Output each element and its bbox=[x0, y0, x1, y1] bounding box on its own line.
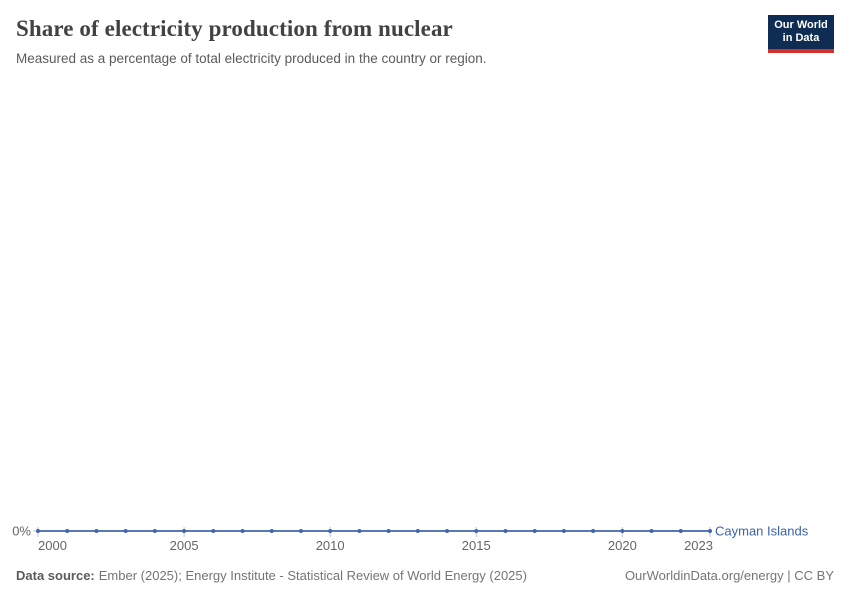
x-axis-label: 2023 bbox=[684, 538, 713, 553]
data-point bbox=[532, 529, 537, 533]
entity-label[interactable]: Cayman Islands bbox=[715, 524, 809, 539]
data-point bbox=[386, 529, 391, 533]
data-point bbox=[503, 529, 508, 533]
y-axis-label: 0% bbox=[12, 524, 31, 539]
data-point bbox=[240, 529, 245, 533]
x-axis-label: 2000 bbox=[38, 538, 67, 553]
x-axis-label: 2015 bbox=[462, 538, 491, 553]
data-point bbox=[708, 529, 712, 533]
data-source-text: Ember (2025); Energy Institute - Statist… bbox=[98, 568, 527, 583]
data-point bbox=[591, 529, 596, 533]
data-source-note: Data source: Ember (2025); Energy Institu… bbox=[16, 568, 527, 583]
data-source-label: Data source: bbox=[16, 568, 95, 583]
data-point bbox=[620, 529, 625, 533]
data-point bbox=[123, 529, 128, 533]
data-point bbox=[182, 529, 187, 533]
data-point bbox=[474, 529, 479, 533]
data-point bbox=[445, 529, 450, 533]
owid-logo: Our World in Data bbox=[768, 15, 834, 53]
owid-logo-line2: in Data bbox=[782, 32, 820, 44]
data-point bbox=[678, 529, 683, 533]
page-subtitle: Measured as a percentage of total electr… bbox=[16, 51, 487, 66]
x-axis-label: 2020 bbox=[608, 538, 637, 553]
data-point bbox=[415, 529, 420, 533]
x-axis-label: 2005 bbox=[170, 538, 199, 553]
data-point bbox=[561, 529, 566, 533]
data-point bbox=[357, 529, 362, 533]
data-point bbox=[328, 529, 333, 533]
x-axis-label: 2010 bbox=[316, 538, 345, 553]
owid-logo-line1: Our World bbox=[774, 19, 828, 31]
data-point bbox=[649, 529, 654, 533]
data-point bbox=[269, 529, 274, 533]
page-title: Share of electricity production from nuc… bbox=[16, 16, 453, 41]
data-point bbox=[211, 529, 216, 533]
data-point bbox=[65, 529, 70, 533]
data-point bbox=[36, 529, 40, 533]
chart-footer: Data source: Ember (2025); Energy Institu… bbox=[16, 568, 834, 583]
data-point bbox=[298, 529, 303, 533]
data-point bbox=[94, 529, 99, 533]
owid-url-license-link[interactable]: OurWorldinData.org/energy | CC BY bbox=[624, 568, 834, 583]
data-point bbox=[152, 529, 157, 533]
